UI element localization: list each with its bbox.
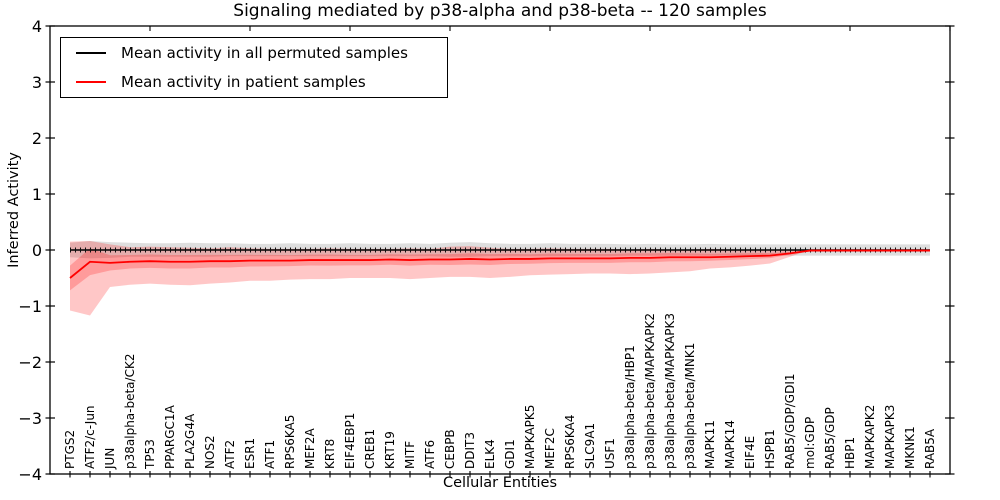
x-tick-label: NOS2 xyxy=(203,435,217,469)
band-patient-inner xyxy=(70,248,930,291)
x-tick-label: MEF2A xyxy=(303,428,317,469)
legend-entry-permuted: Mean activity in all permuted samples xyxy=(76,40,447,66)
x-tick-label: ATF1 xyxy=(263,440,277,469)
legend-label-permuted: Mean activity in all permuted samples xyxy=(121,44,408,63)
x-axis-label: Cellular Entities xyxy=(442,475,558,491)
x-tick-label: HSPB1 xyxy=(763,429,777,469)
y-tick-label: −3 xyxy=(18,409,42,428)
legend-line-patient-swatch xyxy=(76,80,106,83)
x-tick-label: ATF2 xyxy=(223,440,237,469)
x-tick-label: MAPK14 xyxy=(723,420,737,469)
x-tick-label: HBP1 xyxy=(843,437,857,469)
x-tick-label: MAPKAPK3 xyxy=(883,405,897,469)
x-tick-label: RAB5A xyxy=(923,428,937,469)
x-tick-label: ESR1 xyxy=(243,438,257,469)
x-tick-label: RAB5/GDP/GDI1 xyxy=(783,373,797,469)
x-tick-label: JUN xyxy=(103,448,117,470)
y-tick-label: −4 xyxy=(18,465,42,484)
x-tick-label: mol:GDP xyxy=(803,417,817,469)
x-tick-label: ELK4 xyxy=(483,439,497,469)
y-tick-label: 1 xyxy=(32,185,42,204)
x-tick-label: ATF6 xyxy=(423,440,437,469)
x-tick-label: MAPK11 xyxy=(703,420,717,469)
x-tick-label: PPARGC1A xyxy=(163,404,177,469)
x-tick-label: RAB5/GDP xyxy=(823,407,837,469)
x-tick-label: USF1 xyxy=(603,438,617,469)
x-tick-label: PLA2G4A xyxy=(183,413,197,469)
chart-title: Signaling mediated by p38-alpha and p38-… xyxy=(233,1,767,21)
x-tick-label: RPS6KA4 xyxy=(563,415,577,469)
x-tick-label: MITF xyxy=(403,441,417,469)
x-tick-label: MAPKAPK2 xyxy=(863,405,877,469)
x-tick-label: GDI1 xyxy=(503,439,517,469)
legend: Mean activity in all permuted samples Me… xyxy=(60,37,448,98)
x-tick-label: DDIT3 xyxy=(463,432,477,469)
line-patient-mean xyxy=(69,249,930,279)
x-tick-label: MEF2C xyxy=(543,428,557,469)
y-tick-label: 4 xyxy=(32,17,42,36)
x-tick-label: p38alpha-beta/MAPKAPK2 xyxy=(643,313,657,469)
legend-line-permuted-swatch xyxy=(76,52,106,55)
y-tick-label: 2 xyxy=(32,129,42,148)
x-tick-label: MAPKAPK5 xyxy=(523,405,537,469)
x-tick-label: p38alpha-beta/HBP1 xyxy=(623,345,637,469)
x-tick-label: p38alpha-beta/CK2 xyxy=(123,354,137,469)
x-tick-label: PTGS2 xyxy=(63,430,77,469)
legend-entry-patient: Mean activity in patient samples xyxy=(76,69,447,95)
x-tick-label: KRT8 xyxy=(323,439,337,469)
x-tick-label: CREB1 xyxy=(363,429,377,469)
x-tick-label: ATF2/c-Jun xyxy=(83,405,97,469)
y-tick-label: −1 xyxy=(18,297,42,316)
y-tick-label: 3 xyxy=(32,73,42,92)
x-tick-label: SLC9A1 xyxy=(583,423,597,469)
x-tick-label: KRT19 xyxy=(383,431,397,469)
x-tick-label: MKNK1 xyxy=(903,426,917,469)
x-tick-label: p38alpha-beta/MAPKAPK3 xyxy=(663,313,677,469)
x-tick-label: EIF4EBP1 xyxy=(343,413,357,469)
x-tick-label: RPS6KA5 xyxy=(283,415,297,469)
y-tick-label: 0 xyxy=(32,241,42,260)
x-tick-label: p38alpha-beta/MNK1 xyxy=(683,343,697,469)
x-tick-label: TP53 xyxy=(143,439,157,470)
x-tick-label: EIF4E xyxy=(743,436,757,469)
y-tick-label: −2 xyxy=(18,353,42,372)
x-tick-label: CEBPB xyxy=(443,429,457,469)
y-axis-label: Inferred Activity xyxy=(6,152,22,268)
legend-label-patient: Mean activity in patient samples xyxy=(121,72,366,91)
band-patient-outer xyxy=(70,241,930,316)
